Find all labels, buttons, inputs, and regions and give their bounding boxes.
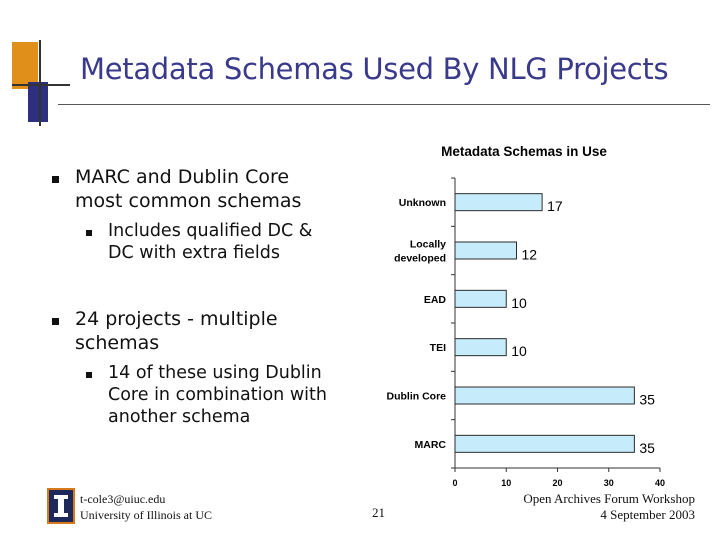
sub-bullet-marker bbox=[86, 230, 92, 236]
corner-accent-vertical-line bbox=[39, 40, 41, 126]
sub-bullet-1-text: Includes qualified DC & DC with extra fi… bbox=[108, 220, 312, 264]
bullet-marker bbox=[52, 318, 59, 325]
sub-bullet-marker bbox=[86, 372, 92, 378]
bullet-2-line-1: 24 projects - multiple bbox=[75, 308, 278, 330]
corner-accent-orange bbox=[12, 42, 38, 89]
category-label: Unknown bbox=[399, 197, 446, 209]
sub-bullet-1-line-2: DC with extra fields bbox=[108, 243, 280, 263]
bar-unknown bbox=[454, 193, 543, 212]
bar-dublin-core bbox=[454, 386, 635, 405]
footer-institution: University of Illinois at UC bbox=[80, 508, 212, 522]
category-label: developed bbox=[394, 253, 446, 265]
footer-email: t-cole3@uiuc.edu bbox=[80, 492, 166, 506]
footer-date: 4 September 2003 bbox=[600, 507, 695, 522]
slide-title: Metadata Schemas Used By NLG Projects bbox=[80, 52, 669, 86]
bar-ead bbox=[454, 289, 507, 308]
category-label: Locally bbox=[410, 239, 446, 251]
sub-bullet-2-line-1: 14 of these using Dublin bbox=[108, 363, 322, 383]
footer-right: Open Archives Forum Workshop 4 September… bbox=[470, 491, 695, 523]
category-label: MARC bbox=[415, 439, 447, 451]
category-label: Dublin Core bbox=[387, 391, 447, 403]
data-label: 10 bbox=[511, 295, 527, 311]
data-label: 35 bbox=[639, 440, 655, 456]
footer-left: t-cole3@uiuc.edu University of Illinois … bbox=[80, 491, 212, 523]
bullet-1-line-2: most common schemas bbox=[75, 190, 302, 212]
bullet-marker bbox=[52, 176, 59, 183]
university-logo bbox=[47, 488, 75, 524]
university-logo-mark bbox=[54, 495, 68, 517]
data-label: 10 bbox=[511, 343, 527, 359]
x-tick-label: 40 bbox=[655, 478, 665, 488]
x-tick-label: 20 bbox=[552, 478, 562, 488]
data-label: 35 bbox=[639, 392, 655, 408]
bar-locally-developed bbox=[454, 241, 517, 260]
data-label: 17 bbox=[547, 198, 563, 214]
data-label: 12 bbox=[522, 247, 538, 263]
corner-accent-navy bbox=[28, 82, 48, 122]
x-tick-label: 10 bbox=[501, 478, 511, 488]
sub-bullet-2-text: 14 of these using Dublin Core in combina… bbox=[108, 362, 327, 428]
sub-bullet-1-line-1: Includes qualified DC & bbox=[108, 221, 313, 241]
sub-bullet-2-line-2: Core in combination with bbox=[108, 385, 327, 405]
x-tick-label: 0 bbox=[452, 478, 457, 488]
x-tick-label: 30 bbox=[604, 478, 614, 488]
footer-event: Open Archives Forum Workshop bbox=[523, 491, 695, 506]
chart-title: Metadata Schemas in Use bbox=[441, 144, 607, 159]
bar-marc bbox=[454, 434, 635, 453]
bullet-1-line-1: MARC and Dublin Core bbox=[75, 166, 290, 188]
corner-accent-horizontal-line bbox=[12, 84, 70, 86]
bullet-1-text: MARC and Dublin Core most common schemas bbox=[75, 165, 301, 213]
category-label: TEI bbox=[430, 342, 446, 354]
sub-bullet-2-line-3: another schema bbox=[108, 407, 251, 427]
category-label: EAD bbox=[424, 294, 447, 306]
bullet-2-line-2: schemas bbox=[75, 332, 160, 354]
bar-tei bbox=[454, 338, 507, 357]
page-number: 21 bbox=[372, 505, 385, 520]
title-underline bbox=[58, 104, 710, 105]
bullet-2-text: 24 projects - multiple schemas bbox=[75, 307, 278, 355]
